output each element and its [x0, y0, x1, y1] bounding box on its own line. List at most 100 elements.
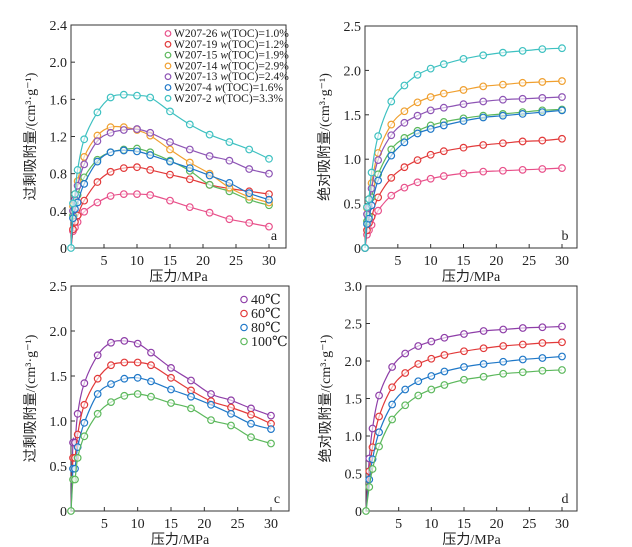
legend-marker [164, 94, 172, 102]
data-point [400, 183, 409, 192]
x-axis-label: 压力/MPa [149, 269, 208, 285]
series-line [70, 166, 270, 249]
data-point [439, 147, 448, 156]
x-tick-label: 30 [264, 517, 278, 532]
data-point [247, 433, 255, 442]
data-point [558, 352, 566, 361]
data-point [558, 164, 566, 172]
data-point [558, 134, 566, 143]
data-point [227, 396, 235, 405]
legend-label: W207-26 w(TOC)=1.0% [174, 28, 289, 40]
data-point [167, 385, 175, 394]
data-point [133, 339, 142, 348]
data-point [368, 465, 377, 473]
data-point [107, 361, 115, 370]
data-point [479, 372, 488, 381]
x-tick-label: 20 [490, 517, 504, 532]
data-point [265, 169, 273, 178]
data-point [400, 163, 409, 172]
legend-marker [240, 337, 248, 346]
data-point [401, 385, 410, 394]
data-point [166, 138, 174, 146]
data-point [427, 372, 436, 380]
y-tick-label: 0.4 [50, 205, 68, 220]
y-tick-label: 2.0 [345, 355, 363, 370]
data-point [167, 399, 175, 407]
data-point [387, 151, 396, 160]
data-point [400, 107, 409, 116]
data-point [106, 148, 115, 157]
data-point [119, 190, 128, 199]
legend-marker [164, 51, 172, 59]
data-point [80, 432, 89, 441]
data-point [267, 439, 275, 448]
y-tick-label: 0.5 [345, 468, 363, 483]
data-point [558, 106, 566, 115]
data-point [225, 215, 234, 224]
data-point [538, 136, 547, 145]
x-tick-label: 15 [457, 517, 471, 532]
data-point [365, 214, 373, 223]
x-tick-label: 5 [101, 254, 108, 269]
series-line [364, 47, 563, 249]
data-point [518, 94, 527, 103]
legend-label: 80℃ [251, 321, 281, 336]
data-point [133, 373, 142, 382]
data-point [459, 86, 468, 94]
data-point [73, 409, 82, 418]
x-tick-label: 15 [163, 254, 177, 269]
data-point [247, 419, 255, 428]
data-point [518, 78, 527, 87]
data-point [426, 125, 435, 133]
y-tick-label: 2.5 [344, 20, 362, 35]
data-point [375, 391, 383, 400]
data-point [374, 176, 383, 185]
data-point [365, 195, 373, 204]
panel-label: b [562, 229, 569, 244]
y-tick-label: 1.0 [345, 430, 363, 445]
data-point [93, 390, 102, 398]
data-point [479, 97, 488, 106]
data-point [120, 374, 129, 383]
x-tick-label: 30 [555, 517, 569, 532]
data-point [440, 333, 449, 342]
data-point [538, 165, 547, 173]
y-tick-label: 0 [60, 242, 67, 257]
data-point [459, 54, 468, 63]
legend-marker [240, 323, 248, 332]
data-point [374, 132, 383, 141]
data-point [225, 156, 234, 165]
x-tick-label: 25 [229, 254, 243, 269]
legend-label: W207-2 w(TOC)=3.3% [174, 93, 284, 105]
data-point [388, 363, 397, 371]
data-point [440, 381, 449, 389]
panel-label: a [271, 229, 278, 244]
data-point [413, 129, 422, 138]
data-point [518, 368, 527, 377]
y-tick-label: 2.0 [50, 56, 68, 71]
y-axis-label: 绝对吸附量/(cm³·g⁻¹) [318, 334, 334, 462]
data-point [459, 117, 468, 125]
legend-marker [164, 40, 172, 48]
x-tick-label: 20 [196, 254, 210, 269]
x-tick-label: 15 [164, 517, 178, 532]
x-tick-label: 20 [489, 254, 503, 269]
data-point [414, 360, 423, 368]
y-tick-label: 0.5 [344, 198, 362, 213]
x-tick-label: 10 [131, 517, 145, 532]
y-tick-label: 2.5 [50, 280, 68, 295]
data-point [460, 375, 468, 384]
data-point [499, 48, 507, 57]
series-line [364, 109, 563, 249]
data-point [245, 165, 254, 173]
series-6 [361, 44, 566, 252]
legend-marker [164, 62, 172, 70]
x-tick-label: 10 [424, 254, 438, 269]
data-point [119, 164, 128, 172]
data-point [518, 324, 527, 332]
data-point [80, 400, 89, 409]
x-tick-label: 5 [101, 517, 108, 532]
data-point [426, 93, 435, 101]
data-point [69, 225, 77, 234]
y-tick-label: 1.5 [344, 109, 362, 124]
